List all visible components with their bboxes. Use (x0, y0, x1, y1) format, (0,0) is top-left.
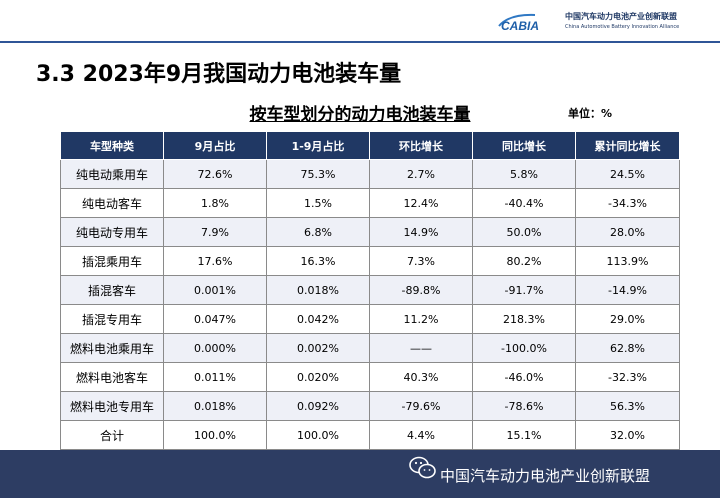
cell-cumulative-yoy: 62.8% (575, 333, 680, 363)
cell-vehicle-type: 合计 (60, 420, 164, 450)
cell-yoy-growth: 80.2% (472, 246, 576, 276)
org-name-en: China Automotive Battery Innovation Alli… (565, 24, 680, 30)
cell-cumulative-yoy: 28.0% (575, 217, 680, 247)
cell-cumulative-yoy: 56.3% (575, 391, 680, 421)
cell-vehicle-type: 燃料电池乘用车 (60, 333, 164, 363)
cell-ytd-share: 0.042% (266, 304, 370, 334)
cell-vehicle-type: 燃料电池专用车 (60, 391, 164, 421)
cell-sep-share: 0.000% (163, 333, 267, 363)
cell-sep-share: 7.9% (163, 217, 267, 247)
cell-yoy-growth: -100.0% (472, 333, 576, 363)
table-row: 纯电动客车 1.8% 1.5% 12.4% -40.4% -34.3% (60, 188, 680, 218)
unit-label: 单位：% (568, 107, 613, 120)
cell-mom-growth: 2.7% (369, 159, 473, 189)
org-name: 中国汽车动力电池产业创新联盟 China Automotive Battery … (565, 11, 679, 30)
header-yoy-growth: 同比增长 (472, 131, 576, 160)
table-header-row: 车型种类 9月占比 1-9月占比 环比增长 同比增长 累计同比增长 (60, 131, 680, 160)
table-row: 燃料电池客车 0.011% 0.020% 40.3% -46.0% -32.3% (60, 362, 680, 392)
footer-text: 中国汽车动力电池产业创新联盟 (440, 467, 651, 485)
cell-mom-growth: 7.3% (369, 246, 473, 276)
cell-yoy-growth: -40.4% (472, 188, 576, 218)
table-row: 合计 100.0% 100.0% 4.4% 15.1% 32.0% (60, 420, 680, 450)
cell-ytd-share: 100.0% (266, 420, 370, 450)
cell-sep-share: 0.047% (163, 304, 267, 334)
org-name-cn: 中国汽车动力电池产业创新联盟 (565, 12, 677, 21)
cell-vehicle-type: 插混客车 (60, 275, 164, 305)
cabia-logo: CABIA (498, 13, 539, 33)
table-row: 纯电动乘用车 72.6% 75.3% 2.7% 5.8% 24.5% (60, 159, 680, 189)
header-ytd-share: 1-9月占比 (266, 131, 370, 160)
cell-yoy-growth: 218.3% (472, 304, 576, 334)
header-cumulative-yoy: 累计同比增长 (575, 131, 680, 160)
wechat-icon (409, 456, 436, 479)
table-row: 纯电动专用车 7.9% 6.8% 14.9% 50.0% 28.0% (60, 217, 680, 247)
cell-vehicle-type: 纯电动客车 (60, 188, 164, 218)
cell-ytd-share: 6.8% (266, 217, 370, 247)
cell-vehicle-type: 插混专用车 (60, 304, 164, 334)
cell-yoy-growth: 15.1% (472, 420, 576, 450)
cell-cumulative-yoy: 24.5% (575, 159, 680, 189)
cell-cumulative-yoy: 29.0% (575, 304, 680, 334)
cell-mom-growth: —— (369, 333, 473, 363)
cell-mom-growth: 11.2% (369, 304, 473, 334)
cell-yoy-growth: 5.8% (472, 159, 576, 189)
cell-sep-share: 1.8% (163, 188, 267, 218)
table-row: 燃料电池专用车 0.018% 0.092% -79.6% -78.6% 56.3% (60, 391, 680, 421)
cell-mom-growth: -79.6% (369, 391, 473, 421)
logo-text: CABIA (501, 19, 539, 33)
cell-ytd-share: 0.018% (266, 275, 370, 305)
cell-yoy-growth: -91.7% (472, 275, 576, 305)
cell-yoy-growth: 50.0% (472, 217, 576, 247)
cell-sep-share: 17.6% (163, 246, 267, 276)
cell-sep-share: 72.6% (163, 159, 267, 189)
cell-ytd-share: 16.3% (266, 246, 370, 276)
cell-sep-share: 0.018% (163, 391, 267, 421)
cell-ytd-share: 0.002% (266, 333, 370, 363)
cell-mom-growth: 4.4% (369, 420, 473, 450)
table-row: 燃料电池乘用车 0.000% 0.002% —— -100.0% 62.8% (60, 333, 680, 363)
table-header: 车型种类 9月占比 1-9月占比 环比增长 同比增长 累计同比增长 (60, 131, 680, 160)
header-sep-share: 9月占比 (163, 131, 267, 160)
table-row: 插混专用车 0.047% 0.042% 11.2% 218.3% 29.0% (60, 304, 680, 334)
cell-ytd-share: 75.3% (266, 159, 370, 189)
cell-vehicle-type: 燃料电池客车 (60, 362, 164, 392)
cell-ytd-share: 1.5% (266, 188, 370, 218)
cell-vehicle-type: 纯电动乘用车 (60, 159, 164, 189)
table-row: 插混客车 0.001% 0.018% -89.8% -91.7% -14.9% (60, 275, 680, 305)
table-body: 纯电动乘用车 72.6% 75.3% 2.7% 5.8% 24.5% 纯电动客车 1.8% 1.… (60, 159, 680, 450)
battery-install-table: 车型种类 9月占比 1-9月占比 环比增长 同比增长 累计同比增长 纯电动乘用车… (60, 131, 680, 450)
table-title: 按车型划分的动力电池装车量 (249, 105, 471, 125)
header-mom-growth: 环比增长 (369, 131, 473, 160)
cell-sep-share: 100.0% (163, 420, 267, 450)
footer-bar (0, 450, 720, 498)
slide-title: 3.3 2023年9月我国动力电池装车量 (36, 62, 402, 87)
cell-yoy-growth: -46.0% (472, 362, 576, 392)
cell-cumulative-yoy: -34.3% (575, 188, 680, 218)
cell-cumulative-yoy: -14.9% (575, 275, 680, 305)
cell-vehicle-type: 插混乘用车 (60, 246, 164, 276)
cell-yoy-growth: -78.6% (472, 391, 576, 421)
cell-cumulative-yoy: 32.0% (575, 420, 680, 450)
header-rule (0, 41, 720, 43)
cell-sep-share: 0.001% (163, 275, 267, 305)
cell-mom-growth: 14.9% (369, 217, 473, 247)
cell-mom-growth: -89.8% (369, 275, 473, 305)
cell-ytd-share: 0.092% (266, 391, 370, 421)
cell-mom-growth: 12.4% (369, 188, 473, 218)
cell-vehicle-type: 纯电动专用车 (60, 217, 164, 247)
cell-sep-share: 0.011% (163, 362, 267, 392)
cell-cumulative-yoy: -32.3% (575, 362, 680, 392)
cell-cumulative-yoy: 113.9% (575, 246, 680, 276)
header-vehicle-type: 车型种类 (60, 131, 164, 160)
table-row: 插混乘用车 17.6% 16.3% 7.3% 80.2% 113.9% (60, 246, 680, 276)
cell-mom-growth: 40.3% (369, 362, 473, 392)
cell-ytd-share: 0.020% (266, 362, 370, 392)
